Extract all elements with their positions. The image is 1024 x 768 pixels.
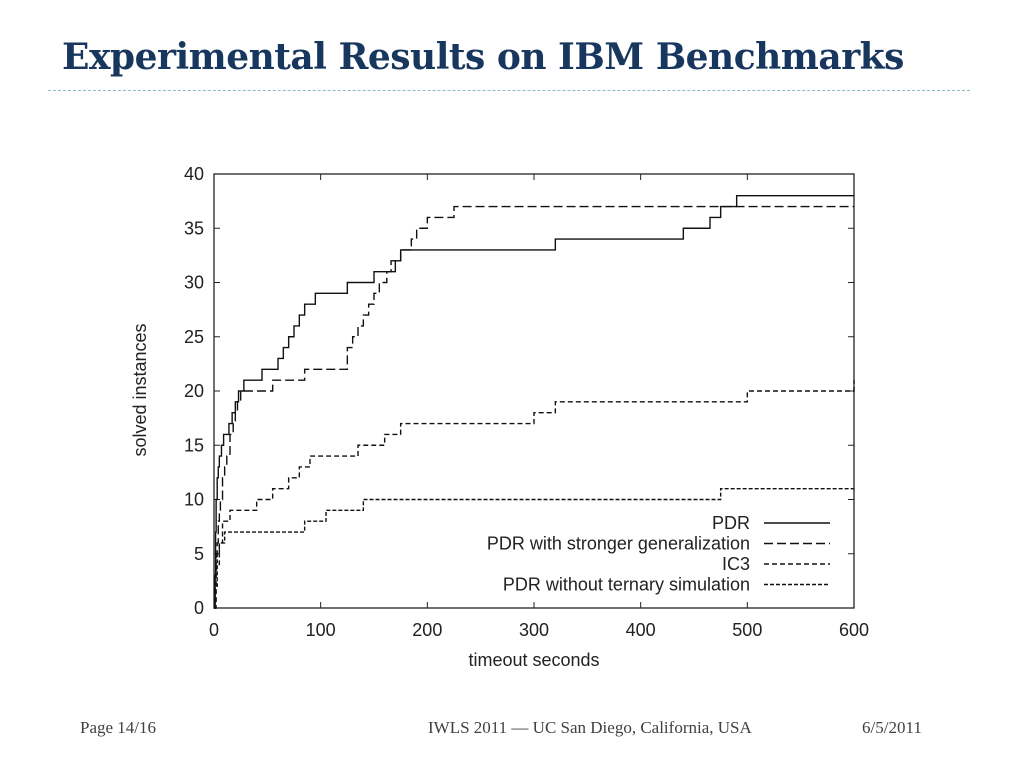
y-tick-label: 35 xyxy=(184,218,204,238)
legend-background xyxy=(420,510,848,602)
x-tick-label: 100 xyxy=(306,620,336,640)
y-tick-label: 30 xyxy=(184,273,204,293)
x-tick-label: 400 xyxy=(626,620,656,640)
y-tick-label: 0 xyxy=(194,598,204,618)
y-axis-label: solved instances xyxy=(130,323,150,456)
y-tick-label: 15 xyxy=(184,435,204,455)
axis-ticks: 0 100 200 300 400 500 600 0 5 10 15 20 25 30 35 40 xyxy=(184,164,869,640)
title-divider xyxy=(48,90,970,91)
footer-page-number: Page 14/16 xyxy=(80,718,157,737)
footer-event: IWLS 2011 — UC San Diego, California, US… xyxy=(428,718,752,737)
legend-label-3: IC3 xyxy=(722,554,750,574)
x-tick-label: 300 xyxy=(519,620,549,640)
y-tick-label: 40 xyxy=(184,164,204,184)
x-tick-label: 200 xyxy=(412,620,442,640)
series-lines xyxy=(214,195,855,609)
y-tick-label: 25 xyxy=(184,327,204,347)
legend-label-1: PDR xyxy=(712,513,750,533)
x-tick-label: 0 xyxy=(209,620,219,640)
series-line-3 xyxy=(214,380,855,609)
y-tick-label: 5 xyxy=(194,544,204,564)
x-axis-label: timeout seconds xyxy=(468,650,599,670)
slide-title: Experimental Results on IBM Benchmarks xyxy=(62,36,904,78)
legend-label-2: PDR with stronger generalization xyxy=(487,534,750,554)
y-tick-label: 20 xyxy=(184,381,204,401)
y-tick-label: 10 xyxy=(184,490,204,510)
series-line-4 xyxy=(214,487,854,609)
x-tick-label: 600 xyxy=(839,620,869,640)
series-line-2 xyxy=(214,205,854,609)
footer-date: 6/5/2011 xyxy=(862,718,922,737)
legend-label-4: PDR without ternary simulation xyxy=(503,575,750,595)
x-tick-label: 500 xyxy=(732,620,762,640)
